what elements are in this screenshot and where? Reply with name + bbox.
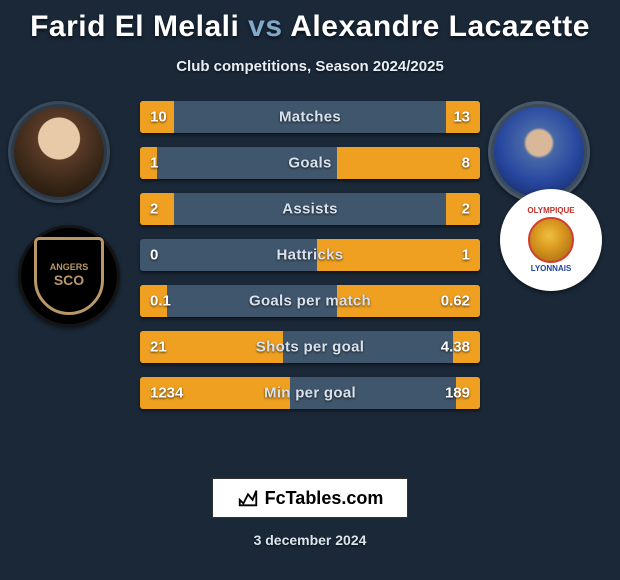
stat-row: 10 13 Matches <box>140 101 480 133</box>
stat-value-left: 0 <box>150 247 158 264</box>
stat-value-right: 8 <box>462 155 470 172</box>
fctables-logo: FcTables.com <box>212 478 409 518</box>
stat-value-left: 2 <box>150 201 158 218</box>
player2-club-badge: OLYMPIQUE LYONNAIS <box>500 189 602 291</box>
stat-label: Min per goal <box>264 385 356 402</box>
stat-row: 1 8 Goals <box>140 147 480 179</box>
stat-value-left: 10 <box>150 109 167 126</box>
stat-value-left: 1234 <box>150 385 183 402</box>
stat-row: 1234 189 Min per goal <box>140 377 480 409</box>
stat-label: Hattricks <box>277 247 344 264</box>
player2-name: Alexandre Lacazette <box>290 10 590 43</box>
stat-label: Goals per match <box>249 293 371 310</box>
chart-icon <box>237 487 259 509</box>
comparison-title: Farid El Melali vs Alexandre Lacazette <box>0 0 620 44</box>
vs-separator: vs <box>248 10 282 43</box>
stat-value-right: 2 <box>462 201 470 218</box>
stat-rows: 10 13 Matches 1 8 Goals 2 2 Assists 0 1 Hattricks 0.… <box>140 101 480 423</box>
club1-shield: ANGERS SCO <box>34 237 104 315</box>
date-text: 3 december 2024 <box>254 532 367 548</box>
player1-name: Farid El Melali <box>30 10 239 43</box>
stat-label: Matches <box>279 109 341 126</box>
stat-value-left: 0.1 <box>150 293 171 310</box>
club2-name-line1: OLYMPIQUE <box>527 207 574 215</box>
stat-value-right: 13 <box>453 109 470 126</box>
club2-name-line2: LYONNAIS <box>531 265 572 273</box>
logo-text: FcTables.com <box>265 488 384 509</box>
footer: FcTables.com 3 december 2024 <box>0 478 620 548</box>
stat-value-right: 4.38 <box>441 339 470 356</box>
player2-avatar <box>488 101 590 203</box>
stat-value-right: 0.62 <box>441 293 470 310</box>
stat-value-right: 189 <box>445 385 470 402</box>
lion-icon <box>528 217 574 263</box>
stat-fill-right <box>337 147 480 179</box>
stat-label: Goals <box>288 155 331 172</box>
club1-name-line2: SCO <box>54 273 84 288</box>
stat-row: 21 4.38 Shots per goal <box>140 331 480 363</box>
subtitle: Club competitions, Season 2024/2025 <box>0 58 620 75</box>
stat-value-left: 21 <box>150 339 167 356</box>
stat-row: 2 2 Assists <box>140 193 480 225</box>
stat-value-left: 1 <box>150 155 158 172</box>
stat-label: Shots per goal <box>256 339 364 356</box>
club2-shield: OLYMPIQUE LYONNAIS <box>510 199 592 281</box>
stat-row: 0 1 Hattricks <box>140 239 480 271</box>
stat-row: 0.1 0.62 Goals per match <box>140 285 480 317</box>
comparison-content: ANGERS SCO OLYMPIQUE LYONNAIS 1013Matche… <box>0 101 620 441</box>
player1-club-badge: ANGERS SCO <box>18 225 120 327</box>
stat-value-right: 1 <box>462 247 470 264</box>
stat-label: Assists <box>282 201 337 218</box>
player1-avatar <box>8 101 110 203</box>
